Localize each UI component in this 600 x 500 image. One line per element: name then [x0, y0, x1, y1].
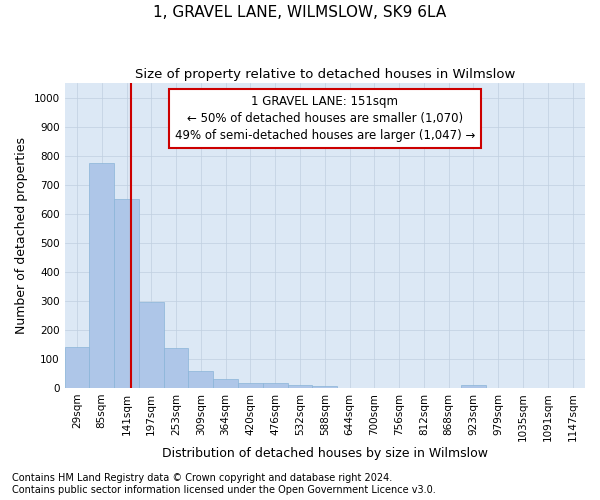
Bar — [263, 382, 287, 388]
Text: 1, GRAVEL LANE, WILMSLOW, SK9 6LA: 1, GRAVEL LANE, WILMSLOW, SK9 6LA — [154, 5, 446, 20]
Bar — [188, 372, 213, 388]
Text: Contains HM Land Registry data © Crown copyright and database right 2024.
Contai: Contains HM Land Registry data © Crown c… — [12, 474, 436, 495]
Bar — [164, 348, 188, 388]
Bar — [114, 199, 139, 388]
Title: Size of property relative to detached houses in Wilmslow: Size of property relative to detached ho… — [134, 68, 515, 80]
Bar — [65, 347, 89, 388]
Bar — [213, 379, 238, 388]
Bar — [313, 386, 337, 388]
Bar — [287, 385, 313, 388]
Bar — [89, 163, 114, 388]
Bar — [238, 382, 263, 388]
Bar — [461, 385, 486, 388]
Bar — [139, 302, 164, 388]
Y-axis label: Number of detached properties: Number of detached properties — [15, 137, 28, 334]
X-axis label: Distribution of detached houses by size in Wilmslow: Distribution of detached houses by size … — [162, 447, 488, 460]
Text: 1 GRAVEL LANE: 151sqm
← 50% of detached houses are smaller (1,070)
49% of semi-d: 1 GRAVEL LANE: 151sqm ← 50% of detached … — [175, 94, 475, 142]
